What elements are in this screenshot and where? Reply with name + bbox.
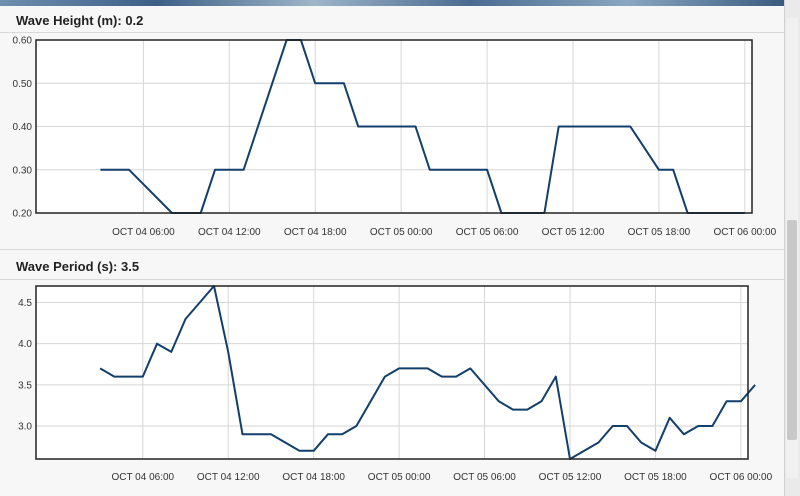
wave-height-x-tick-label: OCT 05 00:00 [370, 227, 433, 238]
wave-period-y-tick-label: 4.0 [18, 339, 32, 350]
section-divider [0, 249, 784, 250]
wave-height-x-tick-label: OCT 04 12:00 [198, 227, 261, 238]
wave-period-x-tick-label: OCT 05 00:00 [368, 472, 431, 483]
wave-height-y-tick-label: 0.40 [13, 122, 33, 133]
wave-height-y-tick-label: 0.50 [13, 79, 33, 90]
wave-period-x-tick-label: OCT 05 06:00 [453, 472, 516, 483]
wave-period-y-tick-label: 4.5 [18, 298, 32, 309]
wave-height-plot-border [35, 39, 753, 214]
wave-period-series-line [99, 285, 756, 460]
wave-period-x-tick-label: OCT 04 18:00 [282, 472, 345, 483]
wave-period-divider [0, 279, 784, 280]
wave-height-chart: 0.20 0.30 0.40 0.50 0.60 OCT 04 06:00 OCT 04 1… [13, 36, 777, 239]
wave-period-y-tick-label: 3.0 [18, 422, 32, 433]
wave-period-x-tick-label: OCT 05 18:00 [624, 472, 687, 483]
wave-height-y-tick-label: 0.30 [13, 165, 33, 176]
wave-height-x-tick-label: OCT 04 06:00 [112, 227, 175, 238]
wave-period-title: Wave Period (s): 3.5 [16, 259, 139, 274]
wave-height-title-label: Wave Height (m): [16, 13, 126, 28]
wave-height-x-tick-label: OCT 06 00:00 [714, 227, 777, 238]
wave-height-title-value: 0.2 [125, 13, 144, 28]
wave-height-divider [0, 32, 784, 33]
wave-height-x-tick-label: OCT 04 18:00 [284, 227, 347, 238]
wave-period-y-tick-label: 3.5 [18, 380, 32, 391]
wave-height-title: Wave Height (m): 0.2 [16, 13, 143, 28]
background-map-strip [0, 0, 784, 6]
wave-period-title-value: 3.5 [120, 259, 140, 274]
wave-period-plot-border [35, 285, 749, 460]
wave-height-x-tick-label: OCT 05 12:00 [542, 227, 605, 238]
wave-height-series-line [100, 39, 745, 214]
wave-period-x-tick-label: OCT 06 00:00 [710, 472, 773, 483]
wave-height-y-tick-label: 0.20 [13, 209, 33, 220]
wave-height-x-tick-label: OCT 05 18:00 [628, 227, 691, 238]
wave-period-x-tick-label: OCT 04 06:00 [111, 472, 174, 483]
wave-period-x-tick-label: OCT 05 12:00 [539, 472, 602, 483]
wave-period-title-label: Wave Period (s): [16, 259, 121, 274]
wave-height-y-tick-label: 0.60 [13, 36, 33, 47]
scrollbar-thumb[interactable] [787, 220, 797, 440]
wave-period-x-tick-label: OCT 04 12:00 [197, 472, 260, 483]
wave-period-chart: 3.0 3.5 4.0 4.5 OCT 04 06:00 OCT 04 12:00 OCT … [18, 285, 773, 483]
wave-height-x-tick-label: OCT 05 06:00 [456, 227, 519, 238]
